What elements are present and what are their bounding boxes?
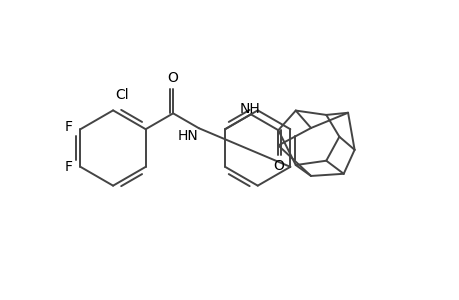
Text: Cl: Cl — [115, 88, 129, 102]
Text: F: F — [64, 120, 73, 134]
Text: HN: HN — [177, 129, 198, 143]
Text: NH: NH — [240, 102, 260, 116]
Text: F: F — [64, 160, 73, 174]
Text: O: O — [168, 70, 178, 85]
Text: O: O — [272, 159, 283, 173]
